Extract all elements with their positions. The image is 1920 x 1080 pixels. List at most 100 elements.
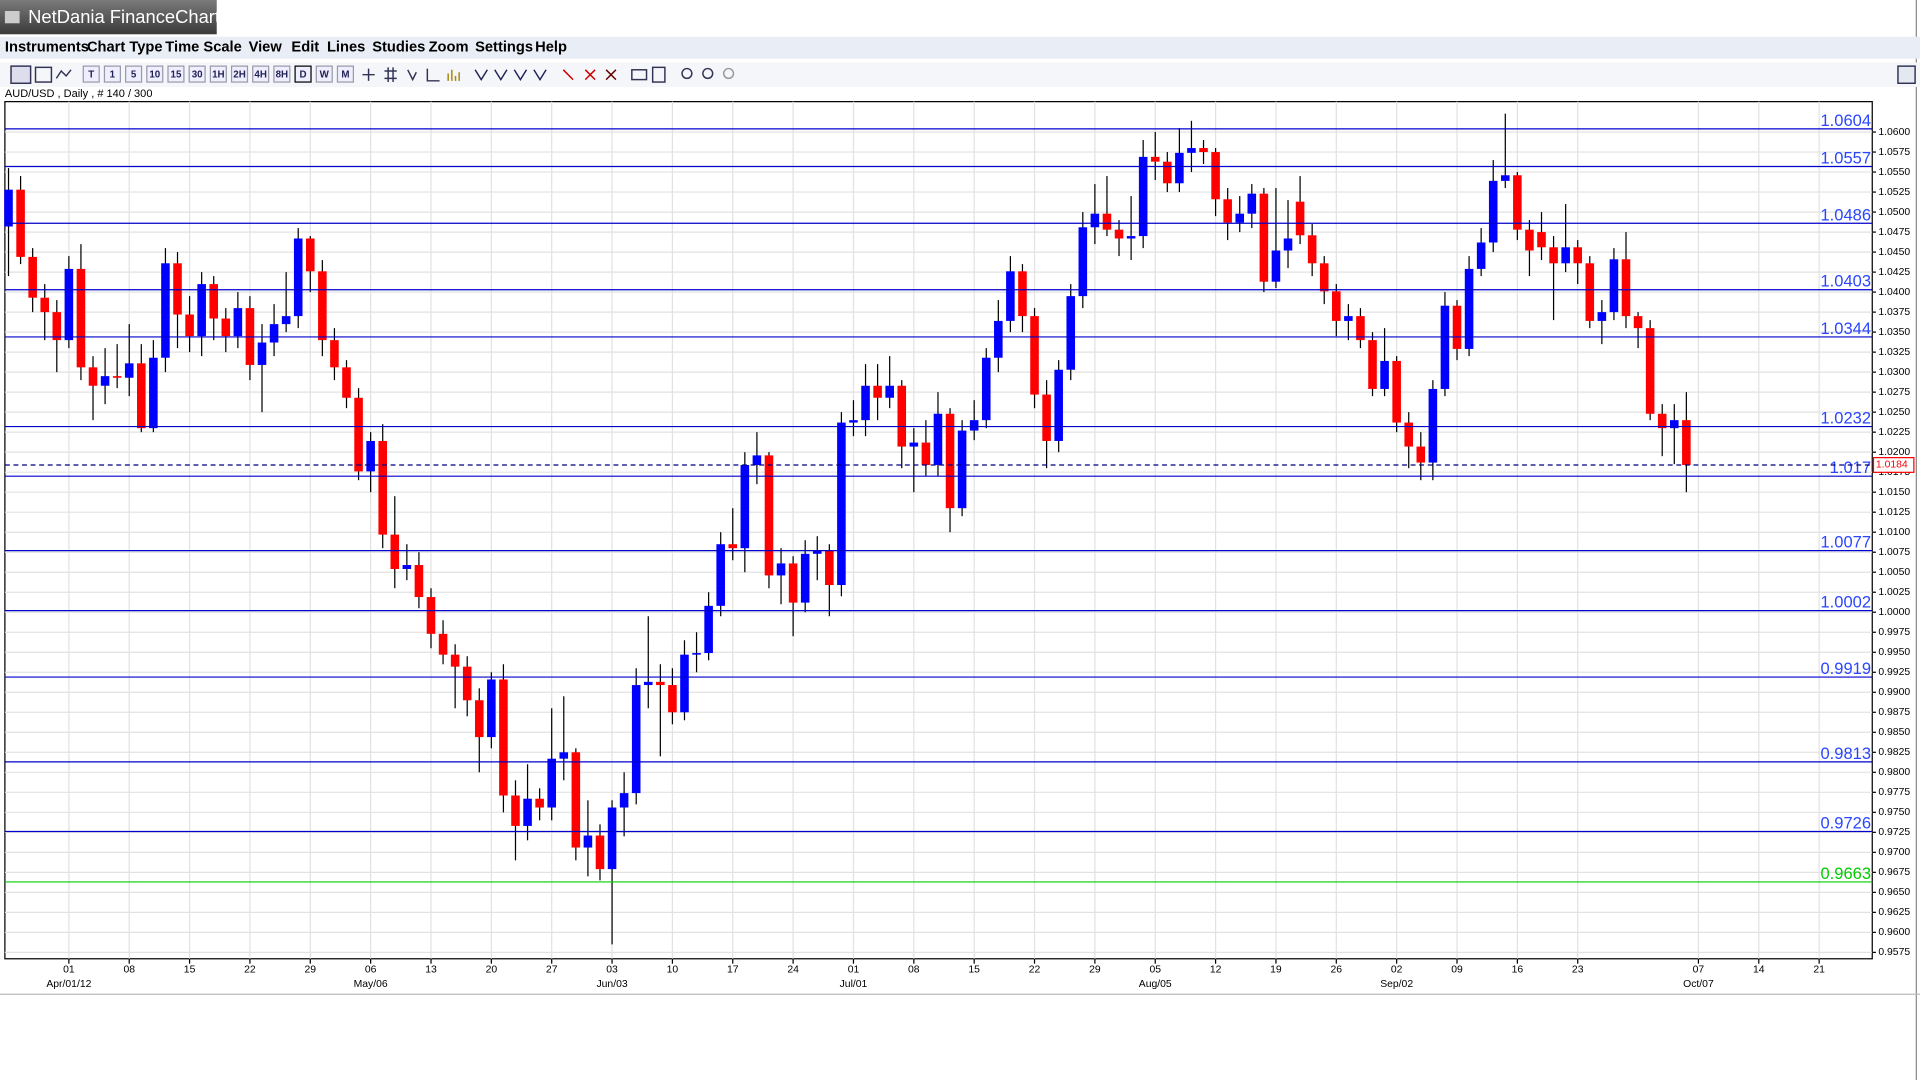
timeframe-label[interactable]: 8H: [276, 69, 289, 80]
timeframe-button[interactable]: [167, 65, 185, 83]
panel-button[interactable]: [1897, 65, 1916, 84]
timeframe-label[interactable]: W: [320, 69, 330, 80]
candle-body: [837, 422, 846, 586]
timeframe-button[interactable]: [336, 65, 355, 83]
timeframe-button[interactable]: [209, 65, 227, 83]
candle-body: [1271, 250, 1281, 282]
x-tick-label: 19: [1270, 965, 1282, 976]
timeframe-button[interactable]: [315, 65, 333, 83]
timeframe-button[interactable]: [230, 65, 249, 83]
candle-body: [631, 685, 641, 794]
candle-body: [909, 442, 919, 447]
candle-body: [1030, 316, 1039, 395]
timeframe-label[interactable]: 15: [171, 69, 182, 80]
delete-all-icon[interactable]: [605, 69, 617, 81]
timeframe-button[interactable]: [103, 65, 121, 83]
level-label: 0.9726: [1821, 814, 1872, 833]
crosshair-icon[interactable]: [362, 68, 375, 81]
chart-icon[interactable]: [34, 66, 53, 83]
candle-body: [1283, 238, 1293, 251]
timeframe-label[interactable]: 30: [192, 69, 203, 80]
candle-body: [1344, 316, 1353, 321]
x-tick-label: 07: [1693, 965, 1705, 976]
y-tick-label: 0.9950: [1878, 647, 1910, 658]
candle-body: [330, 340, 339, 368]
line-tool-icon[interactable]: [474, 69, 547, 81]
grid-icon[interactable]: [384, 67, 397, 83]
tool-icon[interactable]: [407, 69, 417, 82]
menu-item[interactable]: Time Scale: [165, 40, 241, 56]
timeframe-button[interactable]: [146, 65, 164, 83]
x-month-label: Jul/01: [840, 979, 868, 990]
candle-body: [1102, 213, 1112, 230]
timeframe-label[interactable]: 4H: [254, 69, 267, 80]
timeframe-label[interactable]: 10: [149, 69, 160, 80]
menu-item[interactable]: Help: [535, 40, 567, 56]
menu-item[interactable]: Settings: [475, 40, 533, 56]
timeframe-button[interactable]: [252, 65, 270, 83]
candle-body: [607, 807, 617, 870]
menu-item[interactable]: Instruments: [5, 40, 89, 56]
candle-body: [511, 795, 520, 826]
zoom-reset-icon[interactable]: [722, 67, 735, 80]
y-tick-label: 1.0400: [1878, 287, 1910, 298]
candle-body: [1368, 340, 1377, 389]
candle-body: [161, 263, 170, 358]
preview-icon[interactable]: [651, 66, 666, 83]
x-tick-label: 26: [1331, 965, 1343, 976]
timeframe-button[interactable]: [273, 65, 291, 83]
candle-body: [1561, 247, 1570, 264]
candle-body: [390, 534, 400, 570]
timeframe-button[interactable]: [294, 65, 312, 83]
timeframe-label[interactable]: 5: [131, 69, 137, 80]
timeframe-label[interactable]: 1: [110, 69, 116, 80]
last-price-label: 1.0184: [1876, 460, 1908, 471]
candle-body: [1657, 413, 1667, 429]
zoom-out-icon[interactable]: [702, 67, 714, 80]
candle-body: [885, 385, 894, 398]
timeframe-label[interactable]: 1H: [212, 69, 225, 80]
candle-body: [1525, 229, 1534, 251]
app-icon: [4, 11, 20, 24]
timeframe-label[interactable]: 2H: [233, 69, 246, 80]
candle-body: [173, 263, 182, 315]
delete-icon[interactable]: [562, 69, 596, 81]
candle-body: [559, 752, 569, 759]
menu-item[interactable]: Studies: [372, 40, 425, 56]
timeframe-button[interactable]: [82, 65, 100, 83]
timeframe-label[interactable]: T: [88, 69, 94, 80]
candle-body: [728, 544, 738, 549]
candle-body: [764, 455, 774, 576]
toolbar-icons: [10, 65, 1916, 84]
candle-body: [257, 342, 267, 365]
menu-item[interactable]: Edit: [291, 40, 319, 56]
chart-icon[interactable]: [55, 69, 72, 79]
timeframe-label[interactable]: M: [341, 69, 349, 80]
timeframe-button[interactable]: [188, 65, 206, 83]
x-month-label: Oct/07: [1683, 979, 1714, 990]
timeframe-label[interactable]: D: [300, 69, 307, 80]
x-month-label: May/06: [354, 979, 388, 990]
y-tick-label: 1.0550: [1878, 167, 1910, 178]
menu-item[interactable]: Zoom: [429, 40, 469, 56]
level-label: 1.0002: [1821, 593, 1872, 612]
candle-body: [668, 685, 677, 713]
menu-item[interactable]: Lines: [327, 40, 365, 56]
timeframe-button[interactable]: [125, 65, 143, 83]
zoom-in-icon[interactable]: [681, 67, 693, 80]
menu-item[interactable]: Chart Type: [87, 40, 163, 56]
chart-icon[interactable]: [10, 65, 32, 84]
candle-body: [595, 835, 605, 870]
candle-body: [969, 420, 979, 431]
x-tick-label: 24: [787, 965, 799, 976]
tool-icon[interactable]: [426, 68, 440, 82]
candle-body: [221, 318, 231, 337]
print-icon[interactable]: [631, 69, 648, 81]
menu-item[interactable]: View: [249, 40, 283, 56]
y-tick-label: 0.9975: [1878, 627, 1910, 638]
candle-body: [619, 793, 629, 808]
bars-icon[interactable]: [447, 69, 460, 81]
candle-body: [1090, 213, 1100, 228]
candle-body: [185, 314, 194, 337]
x-tick-label: 15: [184, 965, 196, 976]
